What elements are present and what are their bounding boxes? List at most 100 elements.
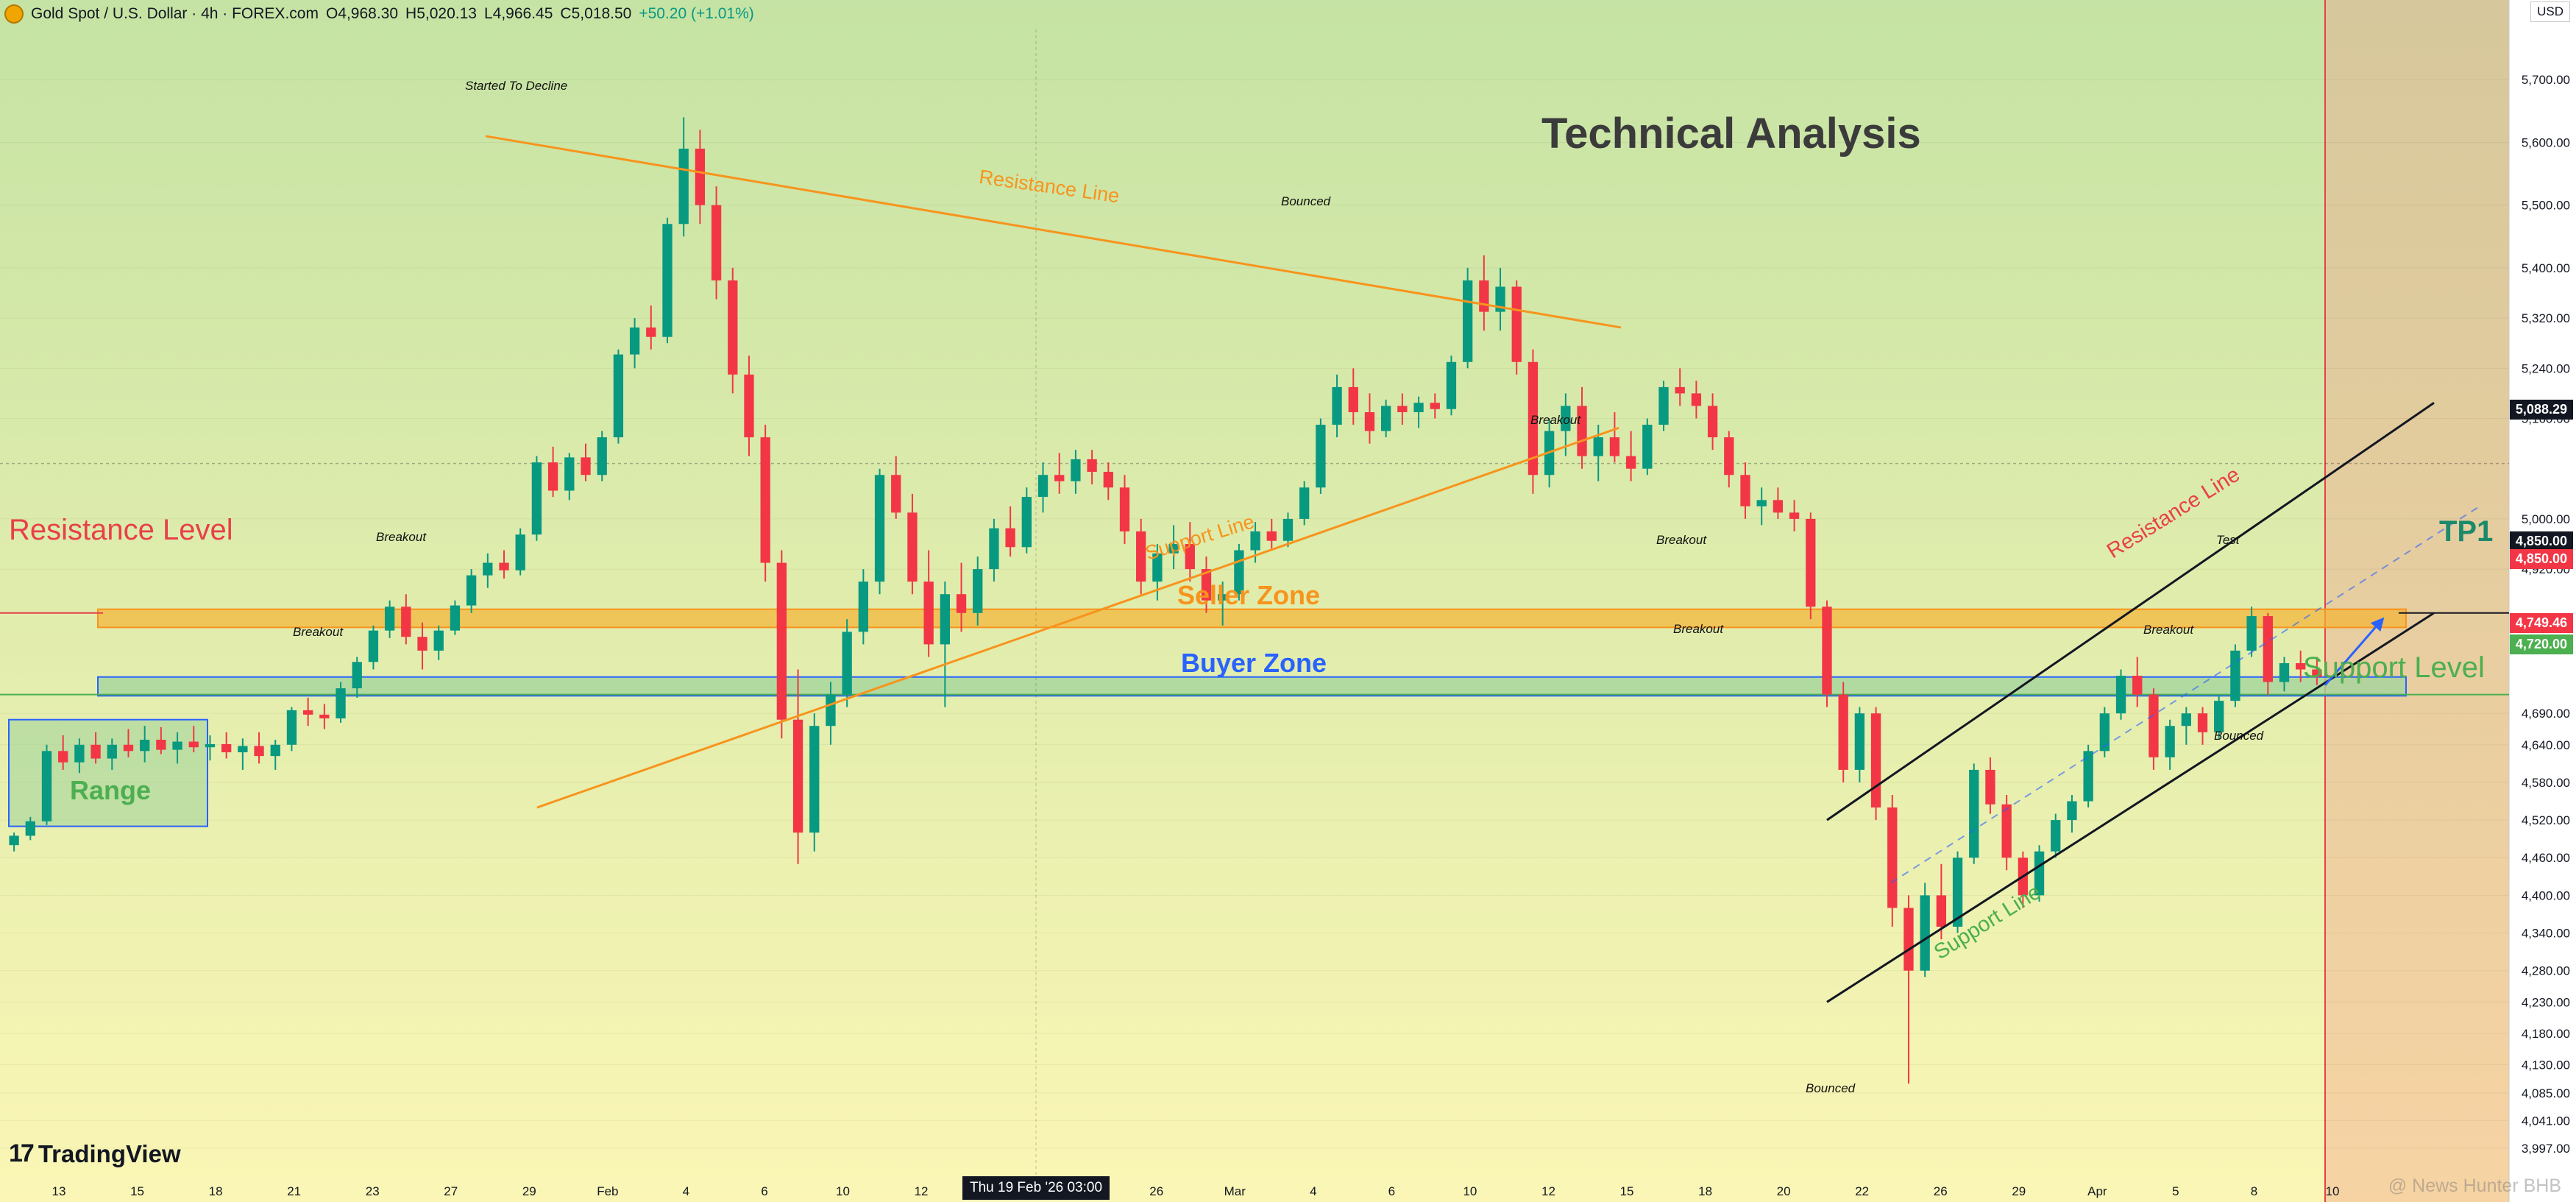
tradingview-logo[interactable]: 17 TradingView	[9, 1139, 181, 1168]
x-tick-label: 26	[1149, 1184, 1163, 1198]
candle	[891, 456, 901, 519]
candle	[989, 518, 999, 582]
candle	[2099, 707, 2110, 757]
currency-label[interactable]: USD	[2530, 1, 2570, 22]
candle	[302, 697, 313, 726]
candle	[874, 468, 885, 595]
candle	[1756, 487, 1767, 526]
symbol-header: Gold Spot / U.S. Dollar · 4h · FOREX.com…	[0, 0, 754, 28]
candle	[466, 569, 477, 613]
candle	[270, 739, 280, 770]
candle	[91, 732, 101, 764]
candle	[1642, 418, 1653, 476]
x-tick-label: 15	[130, 1184, 144, 1198]
candle	[58, 735, 68, 770]
candle	[1087, 450, 1097, 485]
candle	[2230, 644, 2240, 707]
candle	[907, 493, 918, 595]
candle	[2246, 607, 2257, 657]
candle	[2067, 795, 2077, 833]
x-tick-label: 6	[1388, 1184, 1395, 1198]
candle	[2132, 657, 2143, 707]
tradingview-icon: 17	[9, 1139, 35, 1167]
candle	[597, 431, 607, 481]
candle	[1903, 895, 1914, 1084]
candle	[2034, 845, 2045, 902]
channel-midline	[1890, 506, 2480, 884]
candle	[695, 130, 706, 225]
candle	[760, 425, 770, 582]
x-tick-label: 18	[1698, 1184, 1712, 1198]
analysis-title: Technical Analysis	[1541, 110, 1921, 158]
candle	[368, 625, 379, 670]
x-tick-label: Feb	[597, 1184, 618, 1198]
candle	[483, 553, 493, 588]
candle	[9, 832, 19, 852]
candle	[531, 456, 542, 541]
candle	[1168, 525, 1179, 570]
candle	[1266, 518, 1277, 551]
resistance-trend-line	[485, 135, 1622, 329]
seller-zone	[97, 608, 2407, 629]
candle	[2197, 707, 2208, 745]
candle	[319, 704, 330, 729]
candle	[352, 657, 362, 698]
candle	[1282, 512, 1294, 548]
candle	[1870, 707, 1881, 821]
candle	[1822, 600, 1832, 707]
note-bounced: Bounced	[2214, 729, 2264, 743]
y-tick-label: 5,000.00	[2522, 512, 2570, 526]
candle	[1103, 462, 1113, 501]
y-tick-label: 4,340.00	[2522, 927, 2570, 941]
x-tick-label: 8	[2251, 1184, 2257, 1198]
x-tick-label: 26	[1934, 1184, 1948, 1198]
symbol-title[interactable]: Gold Spot / U.S. Dollar · 4h · FOREX.com	[31, 5, 319, 22]
x-tick-label: 22	[1855, 1184, 1869, 1198]
note-bounced: Bounced	[1806, 1081, 1856, 1095]
candle	[1201, 556, 1212, 613]
candle	[2001, 795, 2012, 871]
note-bounced: Bounced	[1281, 194, 1331, 208]
x-tick-label: 10	[2326, 1184, 2340, 1198]
candle	[2149, 688, 2159, 770]
candle	[2051, 813, 2061, 858]
candle	[858, 569, 869, 645]
candle	[1381, 399, 1391, 438]
candle	[1527, 349, 1539, 494]
y-tick-label: 4,130.00	[2522, 1058, 2570, 1072]
candle	[417, 622, 427, 670]
note-breakout: Breakout	[1656, 533, 1707, 547]
candle	[792, 669, 803, 864]
target-arrow	[2324, 617, 2385, 686]
candle	[450, 600, 461, 635]
y-tick-label: 4,640.00	[2522, 738, 2570, 752]
candle	[728, 267, 738, 394]
x-tick-label: 27	[444, 1184, 458, 1198]
tradingview-wordmark: TradingView	[38, 1139, 181, 1167]
seller-zone-label: Seller Zone	[1177, 580, 1321, 610]
candle	[1985, 757, 1995, 814]
x-tick-label: 5	[2172, 1184, 2179, 1198]
candle	[2165, 719, 2175, 770]
candle	[940, 581, 950, 707]
candle	[384, 600, 395, 638]
candle	[2115, 669, 2126, 720]
y-tick-label: 4,180.00	[2522, 1027, 2570, 1041]
candle	[1789, 500, 1800, 531]
resistance-red-price-tag: 4,850.00	[2509, 549, 2573, 569]
candle	[1707, 393, 1718, 450]
candle	[2279, 657, 2290, 692]
candle	[1413, 396, 1424, 428]
candle	[1299, 481, 1310, 526]
candle	[1430, 393, 1440, 419]
x-tick-label: 29	[522, 1184, 536, 1198]
current-price-tag: 5,088.29	[2509, 400, 2573, 420]
candle	[2263, 612, 2273, 695]
candle	[188, 726, 199, 753]
candle	[1397, 393, 1408, 425]
x-tick-label: 15	[1620, 1184, 1634, 1198]
projection-area	[2325, 0, 2509, 1202]
y-tick-label: 5,400.00	[2522, 261, 2570, 275]
